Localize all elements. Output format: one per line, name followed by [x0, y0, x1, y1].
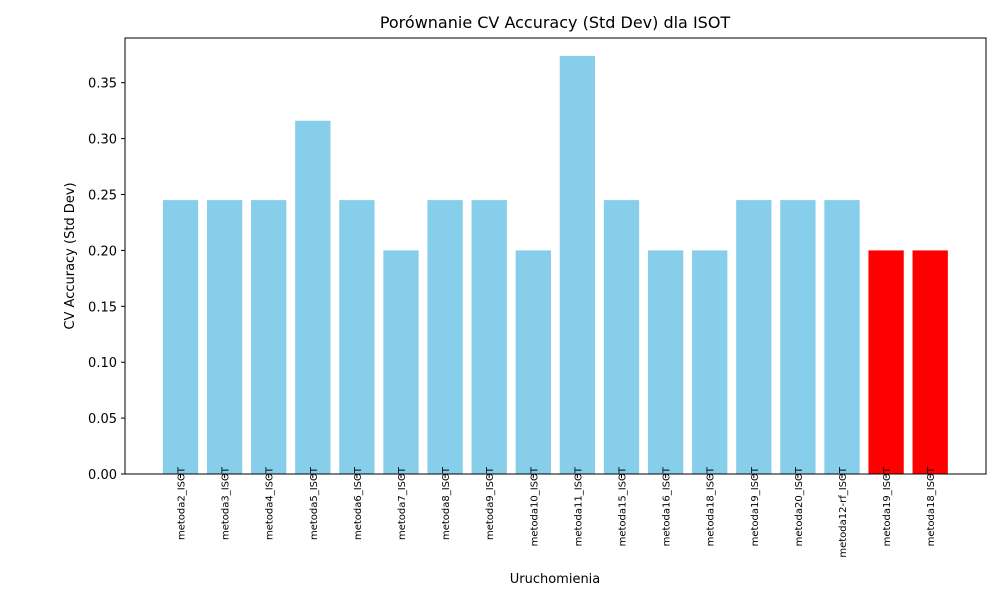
bar-2 — [206, 200, 243, 474]
x-tick-label: metoda20_ISOT — [794, 466, 805, 546]
bars-group — [162, 55, 948, 475]
bar-9 — [515, 250, 551, 474]
bar-7 — [427, 200, 463, 474]
y-tick-label: 0.00 — [88, 468, 117, 483]
bar-13 — [692, 250, 728, 474]
x-tick-label: metoda18_ISOT — [706, 466, 717, 546]
x-tick-label: metoda16_ISOT — [662, 466, 673, 546]
x-tick-label: metoda7_ISOT — [397, 466, 408, 540]
x-tick-label: metoda19_ISOT — [750, 466, 761, 546]
x-tick-label: metoda2_ISOT — [177, 466, 188, 540]
bar-6 — [383, 250, 419, 474]
x-tick-label: metoda9_ISOT — [485, 466, 496, 540]
x-axis-label: Uruchomienia — [510, 572, 601, 587]
y-axis-label: CV Accuracy (Std Dev) — [63, 182, 78, 329]
bar-4 — [295, 120, 331, 474]
bar-10 — [559, 55, 596, 475]
x-tick-label: metoda19_ISOT — [882, 466, 893, 546]
x-tick-label: metoda6_ISOT — [353, 466, 364, 540]
y-tick-label: 0.35 — [88, 77, 117, 92]
y-tick-label: 0.20 — [88, 244, 117, 259]
y-tick-label: 0.15 — [88, 300, 117, 315]
y-tick-label: 0.25 — [88, 189, 117, 204]
bar-3 — [251, 200, 287, 474]
y-tick-label: 0.30 — [88, 133, 117, 148]
x-tick-label: metoda10_ISOT — [529, 466, 540, 546]
x-tick-label: metoda8_ISOT — [441, 466, 452, 540]
y-tick-label: 0.05 — [88, 412, 117, 427]
x-tick-label: metoda5_ISOT — [309, 466, 320, 540]
bar-17 — [868, 250, 904, 474]
x-tick-label: metoda11_ISOT — [573, 466, 584, 546]
x-tick-label: metoda15_ISOT — [618, 466, 629, 546]
bar-11 — [603, 200, 640, 474]
x-tick-label: metoda18_ISOT — [926, 466, 937, 546]
x-tick-label: metoda12-rf_ISOT — [838, 466, 849, 558]
x-tick-label: metoda3_ISOT — [221, 466, 232, 540]
bar-16 — [824, 200, 860, 474]
bar-14 — [736, 200, 772, 474]
x-axis-ticks: metoda2_ISOT metoda3_ISOT metoda4_ISOT meto… — [177, 466, 938, 558]
plot-frame — [124, 37, 987, 475]
bar-5 — [339, 200, 375, 474]
x-tick-label: metoda4_ISOT — [265, 466, 276, 540]
bar-8 — [471, 200, 507, 474]
y-axis-ticks: 0.00 0.05 0.10 0.15 0.20 0.25 0.30 0.35 — [88, 77, 125, 483]
y-tick-label: 0.10 — [88, 356, 117, 371]
bar-15 — [780, 200, 816, 474]
chart-title: Porównanie CV Accuracy (Std Dev) dla ISO… — [380, 13, 731, 32]
bar-12 — [647, 250, 684, 474]
bar-1 — [162, 200, 199, 474]
bar-18 — [912, 250, 948, 474]
